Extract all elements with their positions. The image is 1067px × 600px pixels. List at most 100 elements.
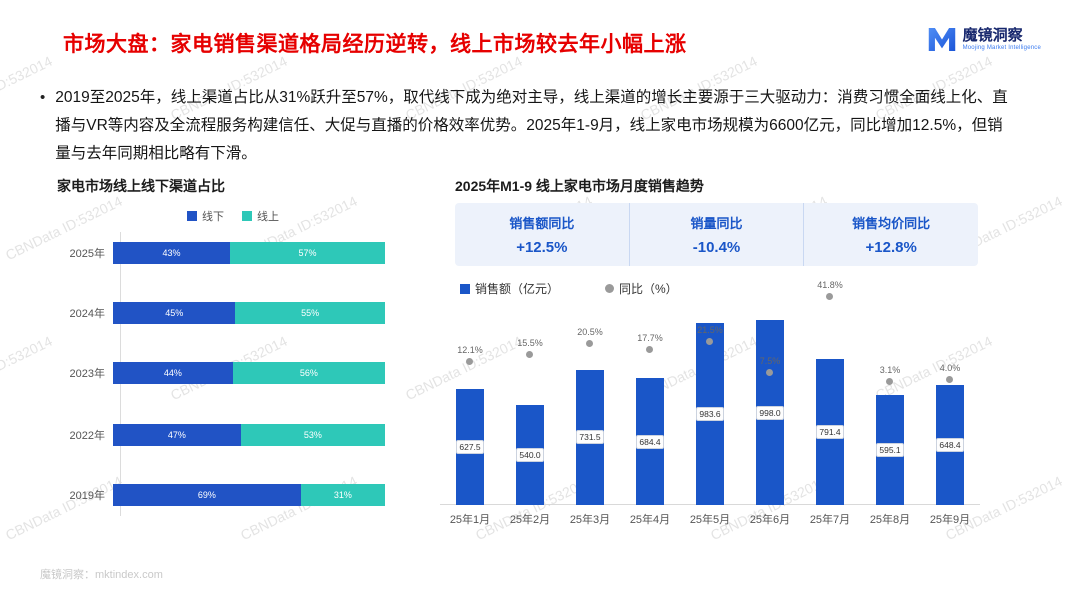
month-column: 648.4 4.0%: [920, 290, 980, 505]
stacked-bar: 69% 31%: [113, 484, 385, 506]
summary-block: • 2019至2025年，线上渠道占比从31%跃升至57%，取代线下成为绝对主导…: [40, 84, 1018, 168]
offline-segment: 69%: [113, 484, 301, 506]
yoy-dot: [826, 293, 833, 301]
sales-bar: 791.4: [816, 358, 844, 505]
y-axis-label: 2022年: [69, 430, 105, 442]
logo-subtitle: Moojing Market Intelligence: [962, 44, 1041, 51]
offline-segment: 45%: [113, 302, 236, 324]
yoy-legend-label: 同比（%）: [619, 282, 678, 296]
channel-share-row: 2022年 47% 53%: [57, 424, 385, 446]
online-segment: 31%: [300, 484, 385, 506]
channel-share-legend: 线下 线上: [187, 208, 279, 224]
yoy-dot: [706, 337, 713, 345]
month-column: 627.5 12.1%: [440, 290, 500, 505]
y-axis-label: 2024年: [69, 308, 105, 320]
segment-label: 47%: [167, 430, 186, 440]
yoy-value-label: 41.8%: [817, 280, 843, 291]
sales-legend-swatch: [460, 283, 470, 294]
x-axis-label: 25年5月: [689, 514, 731, 526]
x-axis-label: 25年9月: [929, 514, 971, 526]
y-axis-label: 2023年: [69, 368, 105, 380]
yoy-value-label: 21.5%: [697, 324, 723, 335]
monthly-sales-chart: 2025年M1-9 线上家电市场月度销售趋势 销售额同比 +12.5% 销量同比…: [440, 176, 985, 538]
watermark-text: CBNData ID:532014: [0, 332, 55, 403]
bar-value-label: 983.6: [696, 407, 724, 422]
y-axis-label: 2019年: [69, 490, 105, 502]
bar-value-label: 648.4: [936, 438, 964, 453]
yoy-value-label: 7.5%: [759, 355, 781, 366]
monthly-sales-legend: 销售额（亿元） 同比（%）: [460, 280, 678, 297]
yoy-dot: [766, 368, 773, 376]
yoy-value-label: 15.5%: [517, 337, 543, 348]
segment-label: 31%: [333, 490, 352, 500]
yoy-value-label: 17.7%: [637, 333, 663, 344]
yoy-legend-swatch: [605, 284, 615, 293]
bar-value-label: 627.5: [456, 439, 484, 454]
x-axis-label: 25年6月: [749, 514, 791, 526]
bar-value-label: 684.4: [636, 434, 664, 449]
logo-text: 魔镜洞察 Moojing Market Intelligence: [963, 27, 1041, 51]
sales-bar: 595.1: [876, 394, 904, 505]
bar-value-label: 540.0: [516, 448, 544, 463]
bar-value-label: 791.4: [816, 424, 844, 439]
segment-label: 44%: [163, 368, 182, 378]
segment-label: 69%: [197, 490, 216, 500]
sales-bar: 684.4: [636, 378, 664, 505]
bullet-marker: •: [40, 89, 46, 106]
stacked-bar: 43% 57%: [113, 242, 385, 264]
x-axis-label: 25年2月: [509, 514, 551, 526]
segment-label: 55%: [301, 308, 320, 318]
online-segment: 55%: [235, 302, 385, 324]
offline-segment: 43%: [113, 242, 230, 264]
channel-legend-item: 线下: [187, 208, 224, 224]
sales-bar: 540.0: [516, 405, 544, 505]
monthly-sales-chart-title: 2025年M1-9 线上家电市场月度销售趋势: [455, 178, 704, 194]
sales-legend-item: 销售额（亿元）: [460, 280, 559, 297]
month-column: 791.4 41.8%: [800, 280, 860, 505]
x-axis-label: 25年3月: [569, 514, 611, 526]
online-segment: 53%: [240, 424, 385, 446]
bar-value-label: 731.5: [576, 430, 604, 445]
x-axis-label: 25年1月: [449, 514, 491, 526]
footer-source: 魔镜洞察：mktindex.com: [40, 569, 163, 581]
segment-label: 43%: [162, 248, 181, 258]
channel-legend-label: 线上: [257, 211, 279, 223]
bar-value-label: 998.0: [756, 405, 784, 420]
bar-value-label: 595.1: [876, 442, 904, 457]
sales-bar: 983.6: [696, 323, 724, 505]
yoy-dot: [526, 350, 533, 358]
channel-legend-swatch: [242, 211, 252, 221]
kpi-label: 销量同比: [690, 216, 743, 231]
kpi-value: +12.8%: [865, 239, 917, 256]
month-column: 731.5 20.5%: [560, 290, 620, 505]
channel-share-chart-title: 家电市场线上线下渠道占比: [57, 178, 225, 194]
channel-share-row: 2023年 44% 56%: [57, 362, 385, 384]
moojing-logo-icon: [928, 28, 955, 51]
offline-segment: 47%: [113, 424, 241, 446]
channel-share-row: 2025年 43% 57%: [57, 242, 385, 264]
offline-segment: 44%: [113, 362, 233, 384]
channel-share-row: 2019年 69% 31%: [57, 484, 385, 506]
kpi-avg-price-yoy: 销售均价同比 +12.8%: [803, 203, 978, 266]
stacked-bar: 47% 53%: [113, 424, 385, 446]
yoy-dot: [646, 346, 653, 354]
kpi-stats-bar: 销售额同比 +12.5% 销量同比 -10.4% 销售均价同比 +12.8%: [455, 203, 978, 266]
kpi-volume-yoy: 销量同比 -10.4%: [628, 203, 804, 266]
online-segment: 57%: [229, 242, 385, 264]
channel-share-chart: 家电市场线上线下渠道占比 线下 线上 2025年 43% 57% 2024年 45% 55%…: [57, 176, 407, 538]
month-column: 684.4 17.7%: [620, 290, 680, 505]
logo-name: 魔镜洞察: [962, 27, 1023, 45]
yoy-dot: [586, 339, 593, 347]
yoy-dot: [466, 358, 473, 366]
monthly-sales-plot: 627.5 12.1% 25年1月 540.0 15.5% 25年2月 731.5 20.5%…: [440, 280, 980, 526]
sales-legend-label: 销售额（亿元）: [475, 282, 560, 296]
x-axis-label: 25年4月: [629, 514, 671, 526]
page-title: 市场大盘：家电销售渠道格局经历逆转，线上市场较去年小幅上涨: [63, 33, 687, 56]
channel-share-row: 2024年 45% 55%: [57, 302, 385, 324]
yoy-value-label: 3.1%: [879, 365, 901, 376]
summary-text: 2019至2025年，线上渠道占比从31%跃升至57%，取代线下成为绝对主导，线…: [55, 89, 1008, 162]
segment-label: 53%: [303, 430, 322, 440]
segment-label: 57%: [298, 248, 317, 258]
kpi-value: -10.4%: [692, 239, 741, 256]
